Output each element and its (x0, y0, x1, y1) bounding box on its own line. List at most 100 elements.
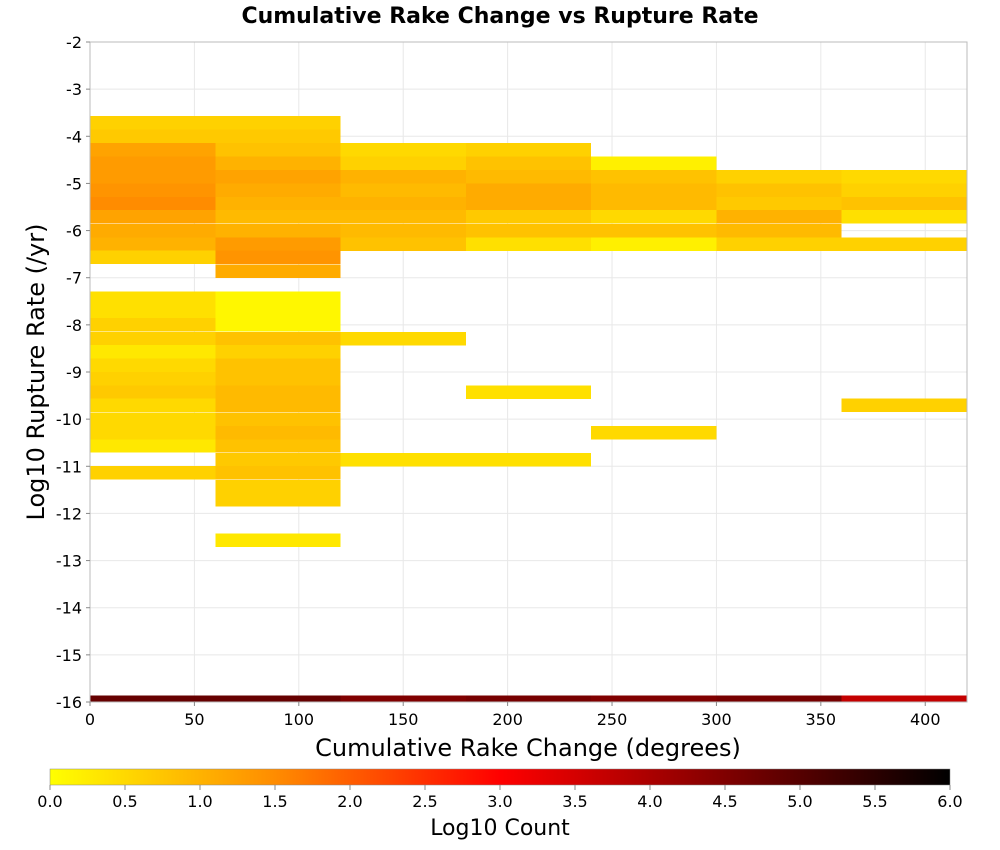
heatmap-cell (215, 183, 340, 196)
heatmap-cell-bottom (716, 695, 841, 702)
heatmap-cell (90, 359, 215, 372)
y-tick-label: -13 (56, 552, 82, 571)
heatmap-cell (215, 116, 340, 129)
heatmap-cell (215, 480, 340, 493)
heatmap-cell (215, 318, 340, 331)
heatmap-cell (466, 197, 591, 210)
heatmap-cell (215, 412, 340, 425)
heatmap-cell (215, 534, 340, 547)
heatmap-cell (90, 183, 215, 196)
heatmap-cell (341, 143, 466, 156)
heatmap-cell (90, 210, 215, 223)
y-tick-label: -8 (66, 316, 82, 335)
x-tick-label: 50 (184, 710, 204, 729)
heatmap-cell (466, 143, 591, 156)
y-tick-label: -10 (56, 410, 82, 429)
y-tick-label: -7 (66, 269, 82, 288)
y-tick-label: -9 (66, 363, 82, 382)
heatmap-cell (215, 143, 340, 156)
heatmap-cell (215, 439, 340, 452)
y-axis-label: Log10 Rupture Rate (/yr) (22, 224, 50, 521)
heatmap-cell (341, 183, 466, 196)
y-tick-label: -12 (56, 504, 82, 523)
colorbar-tick-label: 1.0 (187, 792, 212, 811)
heatmap-cell (90, 156, 215, 169)
heatmap-cell (90, 332, 215, 345)
y-tick-label: -11 (56, 457, 82, 476)
y-tick-label: -2 (66, 33, 82, 52)
heatmap-cell (215, 359, 340, 372)
heatmap-cell (90, 466, 215, 479)
heatmap-cell-bottom (842, 695, 967, 702)
heatmap-cell-bottom (341, 695, 466, 702)
heatmap-cell (215, 156, 340, 169)
heatmap-cell (215, 291, 340, 304)
heatmap-cell (215, 210, 340, 223)
heatmap-cell (842, 399, 967, 412)
heatmap-cell (90, 130, 215, 143)
heatmap-cell (466, 238, 591, 251)
heatmap-cell (842, 238, 967, 251)
x-tick-label: 150 (388, 710, 419, 729)
heatmap-cell (466, 224, 591, 237)
heatmap-cell (90, 238, 215, 251)
heatmap-cell (466, 156, 591, 169)
heatmap-chart: Cumulative Rake Change vs Rupture Rate -… (0, 0, 1000, 850)
heatmap-cell (591, 210, 716, 223)
heatmap-cell (215, 304, 340, 317)
heatmap-cell (842, 183, 967, 196)
x-tick-label: 200 (492, 710, 523, 729)
y-tick-label: -16 (56, 693, 82, 712)
heatmap-cell (215, 224, 340, 237)
heatmap-cell (842, 210, 967, 223)
heatmap-cell (341, 197, 466, 210)
heatmap-cell (341, 453, 466, 466)
heatmap-cell (716, 197, 841, 210)
heatmap-cell (591, 224, 716, 237)
heatmap-cell (90, 372, 215, 385)
heatmap-cell (90, 345, 215, 358)
heatmap-cell (90, 116, 215, 129)
heatmap-cell (215, 238, 340, 251)
heatmap-cell (215, 426, 340, 439)
heatmap-cell (215, 332, 340, 345)
heatmap-cell (716, 238, 841, 251)
heatmap-cell-bottom (466, 695, 591, 702)
heatmap-cell (215, 345, 340, 358)
colorbar-tick-label: 0.0 (37, 792, 62, 811)
heatmap-cell (215, 197, 340, 210)
x-axis-label: Cumulative Rake Change (degrees) (315, 734, 741, 762)
y-tick-label: -3 (66, 80, 82, 99)
heatmap-cell (341, 156, 466, 169)
heatmap-cell (591, 238, 716, 251)
heatmap-cell (90, 386, 215, 399)
colorbar-label: Log10 Count (430, 816, 570, 841)
heatmap-cell (215, 170, 340, 183)
heatmap-cell (90, 143, 215, 156)
colorbar-tick-label: 6.0 (937, 792, 962, 811)
heatmap-cell (341, 170, 466, 183)
heatmap-cell (215, 130, 340, 143)
heatmap-cell (716, 170, 841, 183)
heatmap-cell (90, 291, 215, 304)
heatmap-cell-bottom (90, 695, 215, 702)
heatmap-cell (90, 318, 215, 331)
colorbar-tick-label: 3.0 (487, 792, 512, 811)
colorbar-tick-label: 5.0 (787, 792, 812, 811)
x-axis-ticks: 0 50 100 150 200 250 300 350 400 (85, 702, 941, 729)
heatmap-cell (90, 170, 215, 183)
heatmap-cell (466, 170, 591, 183)
y-tick-label: -4 (66, 127, 82, 146)
heatmap-cell (341, 332, 466, 345)
heatmap-cell (466, 210, 591, 223)
heatmap-cell (466, 386, 591, 399)
heatmap-cell (215, 399, 340, 412)
heatmap-cell (90, 399, 215, 412)
colorbar (50, 769, 950, 785)
heatmap-cell (341, 238, 466, 251)
y-tick-label: -5 (66, 174, 82, 193)
heatmap-cell (215, 493, 340, 506)
heatmap-cell (215, 251, 340, 264)
heatmap-cell (716, 183, 841, 196)
heatmap-cell (716, 224, 841, 237)
